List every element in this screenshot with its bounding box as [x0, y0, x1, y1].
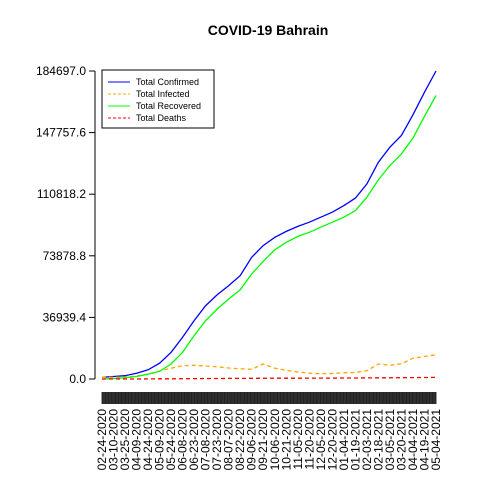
x-tick-label: 02-24-2020	[95, 409, 109, 471]
x-tick-label: 02-03-2021	[360, 409, 374, 471]
x-tick-label: 08-22-2020	[233, 409, 247, 471]
x-tick-label: 06-08-2020	[176, 409, 190, 471]
x-tick-label: 12-05-2020	[314, 409, 328, 471]
x-tick-label: 06-23-2020	[187, 409, 201, 471]
series-line-total-confirmed	[101, 70, 437, 378]
x-tick-label: 09-06-2020	[245, 409, 259, 471]
legend-label: Total Recovered	[136, 101, 201, 111]
x-tick-label: 05-09-2020	[153, 409, 167, 471]
x-tick-label: 10-06-2020	[268, 409, 282, 471]
x-tick-label: 07-23-2020	[210, 409, 224, 471]
y-tick-label: 73878.8	[43, 249, 87, 263]
x-tick-label: 11-05-2020	[291, 409, 305, 470]
series-line-total-recovered	[101, 95, 437, 380]
chart-title: COVID-19 Bahrain	[208, 22, 329, 38]
x-tick-label: 01-04-2021	[337, 409, 351, 471]
x-tick-label: 04-04-2021	[406, 409, 420, 471]
legend: Total Confirmed Total Infected Total Recov…	[101, 69, 215, 129]
x-tick-label: 10-21-2020	[279, 409, 293, 471]
x-tick-label: 01-19-2021	[348, 409, 362, 471]
x-tick-label: 03-20-2021	[394, 409, 408, 471]
y-tick-label: 110818.2	[37, 187, 86, 201]
x-tick-label: 04-19-2021	[417, 409, 431, 471]
x-tick-label: 04-24-2020	[141, 409, 155, 471]
x-tick-label: 12-20-2020	[325, 409, 339, 471]
x-tick-label: 03-25-2020	[118, 409, 132, 471]
y-tick-label: 36939.4	[43, 310, 87, 324]
y-ticks: 0.0 36939.4 73878.8 110818.2 147757.6 184697.…	[36, 64, 95, 386]
y-tick-label: 147757.6	[36, 126, 86, 140]
x-tick-label: 05-04-2021	[429, 409, 443, 471]
x-tick-label: 07-08-2020	[199, 409, 213, 471]
x-ticks: 02-24-202003-10-202003-25-202004-09-2020…	[95, 392, 443, 470]
legend-label: Total Confirmed	[136, 77, 199, 87]
x-tick-label: 03-05-2021	[383, 409, 397, 471]
legend-label: Total Infected	[136, 89, 190, 99]
series	[101, 70, 437, 380]
series-line-total-deaths	[102, 376, 437, 380]
x-tick-label: 03-10-2020	[107, 409, 121, 471]
x-tick-label: 04-09-2020	[130, 409, 144, 471]
x-tick-label: 11-20-2020	[302, 409, 316, 470]
legend-label: Total Deaths	[136, 113, 187, 123]
x-tick-label: 05-24-2020	[164, 409, 178, 471]
x-tick-label: 02-18-2021	[371, 409, 385, 471]
y-tick-label: 184697.0	[36, 64, 86, 78]
x-tick-label: 09-21-2020	[256, 409, 270, 471]
y-tick-label: 0.0	[69, 372, 86, 386]
x-tick-label: 08-07-2020	[222, 409, 236, 471]
